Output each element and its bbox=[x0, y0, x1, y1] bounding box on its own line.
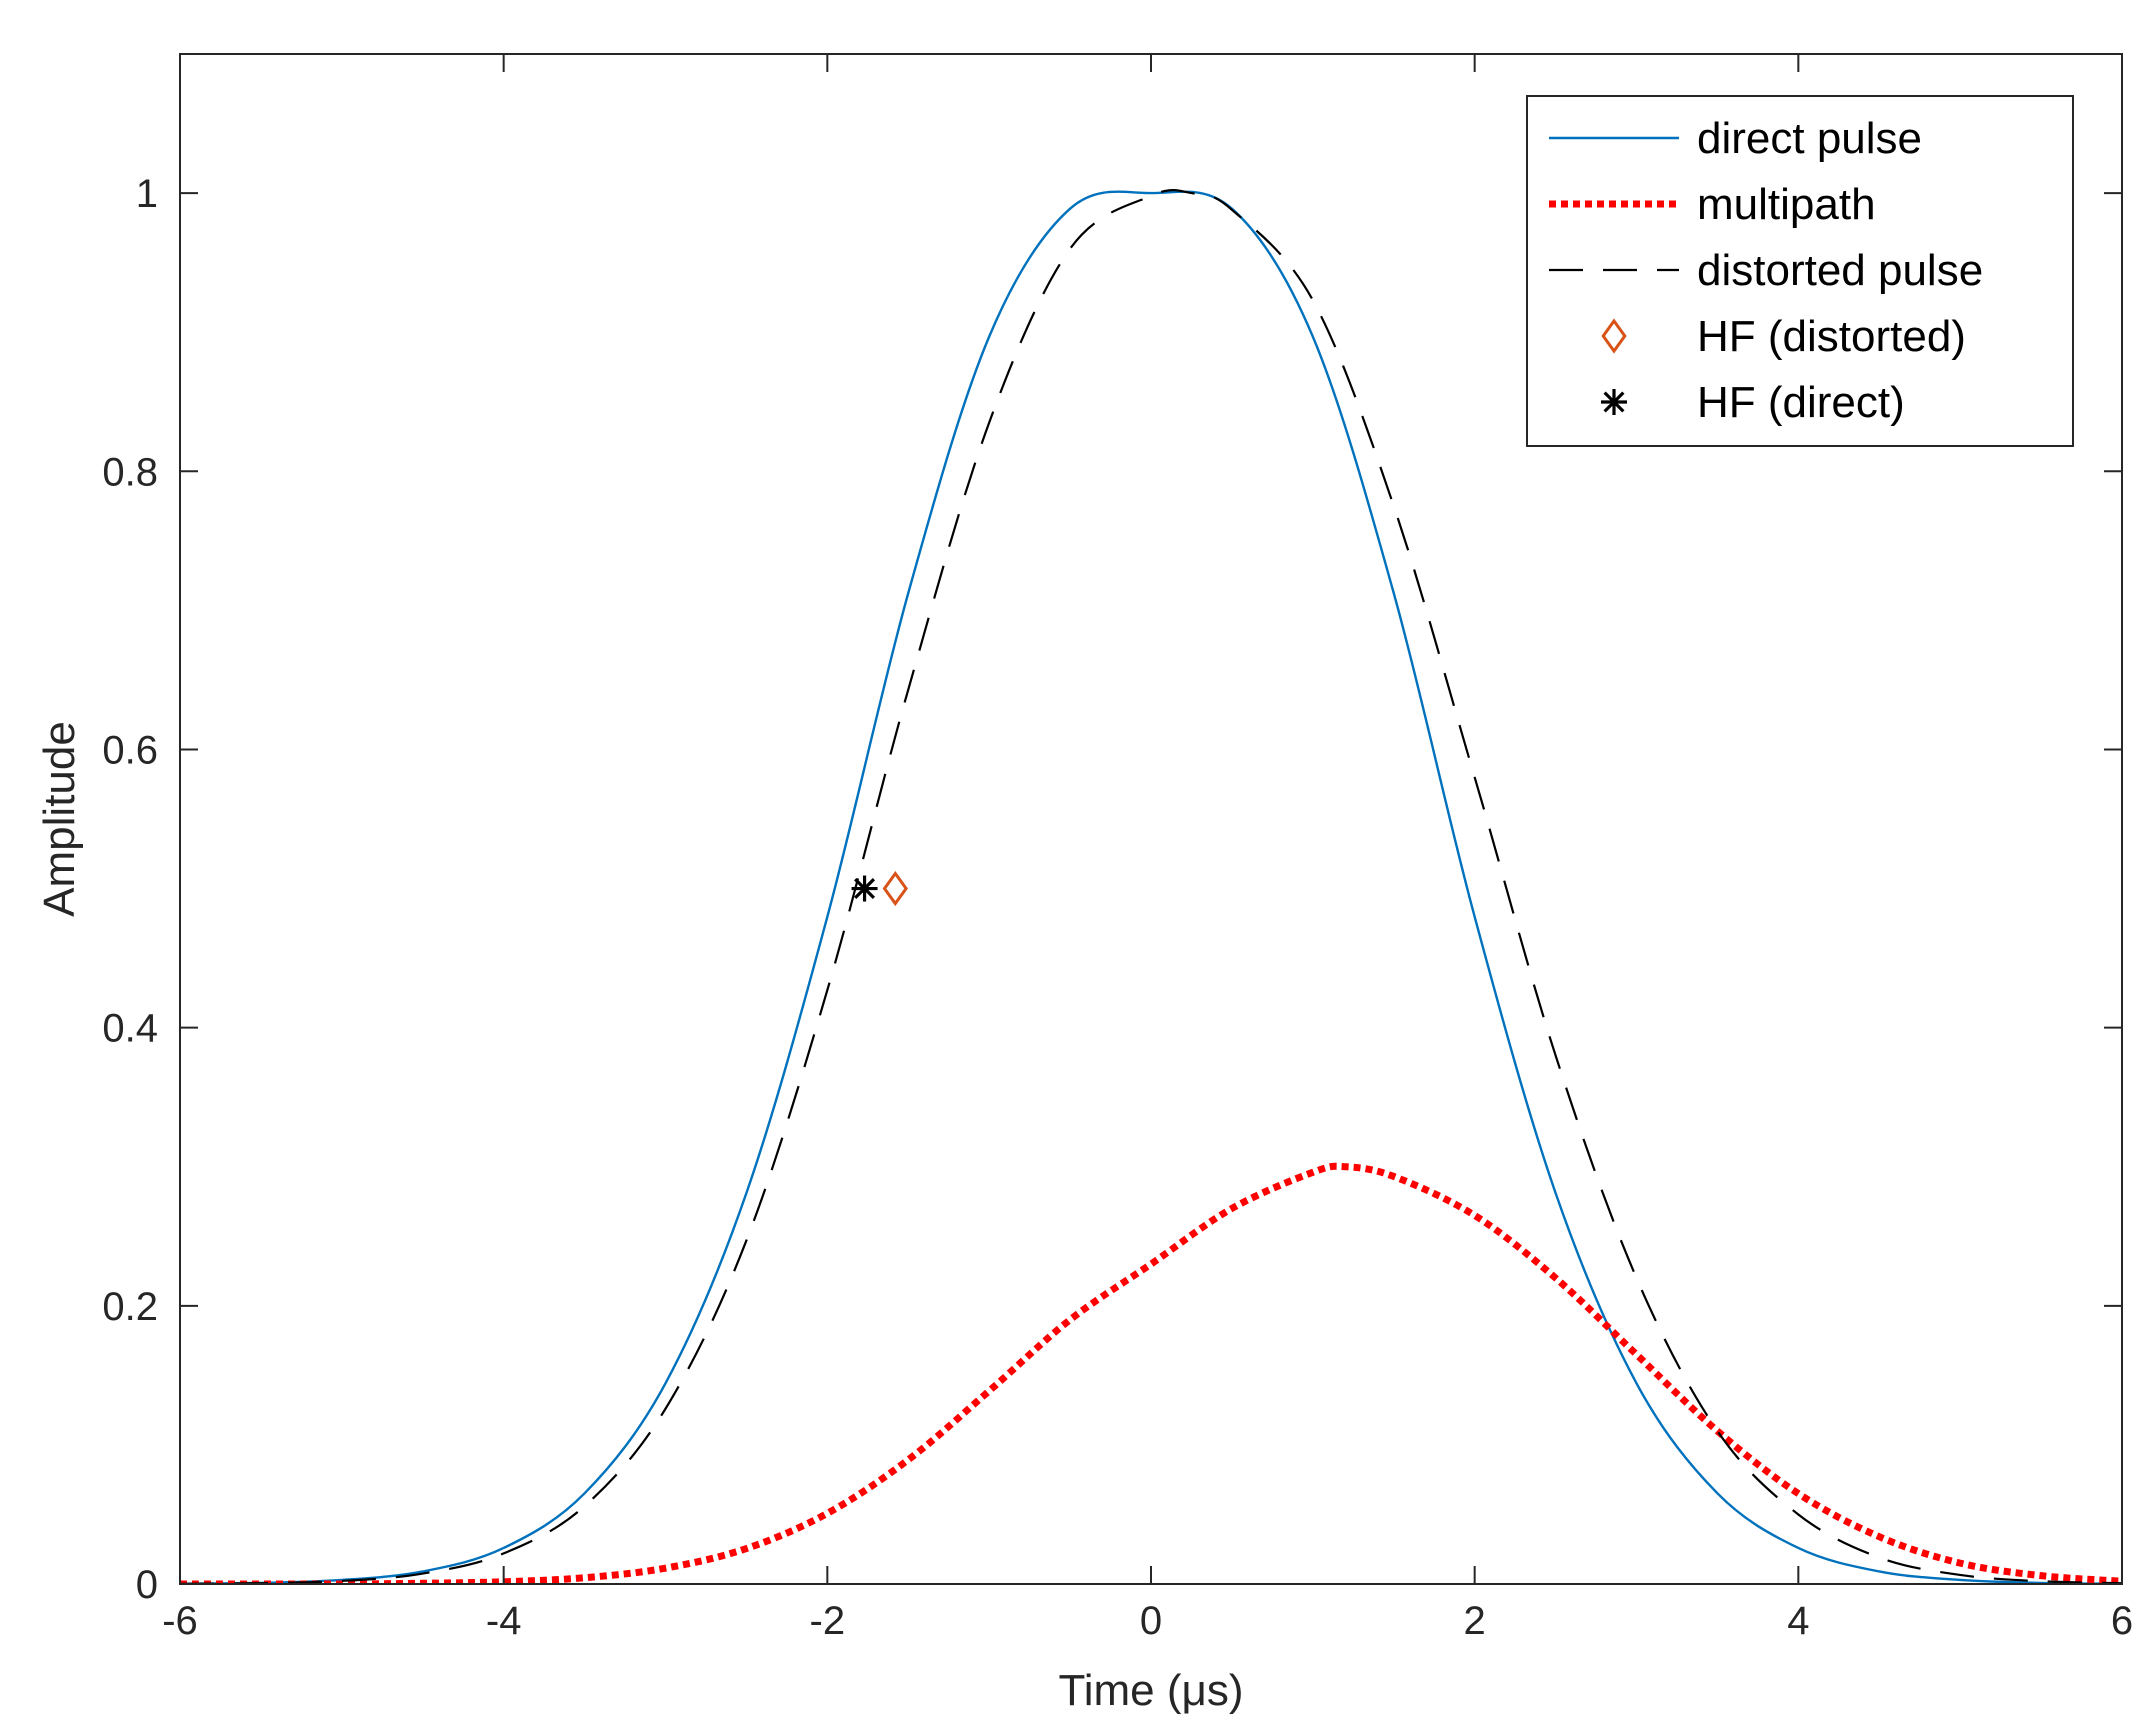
x-tick-label: 6 bbox=[2111, 1599, 2133, 1643]
marker-hf-direct bbox=[851, 875, 878, 902]
series-lines bbox=[180, 189, 2122, 1584]
series-direct-pulse bbox=[180, 190, 2122, 1584]
legend: direct pulse multipath distorted pulse HF (… bbox=[1526, 95, 2074, 447]
legend-item-multipath: multipath bbox=[1549, 180, 1876, 229]
x-tick-label: 4 bbox=[1787, 1599, 1809, 1643]
legend-label-multipath: multipath bbox=[1697, 180, 1876, 229]
legend-label-direct-pulse: direct pulse bbox=[1697, 114, 1922, 163]
x-tick-label: 0 bbox=[1140, 1599, 1162, 1643]
x-tick-label: -2 bbox=[810, 1599, 846, 1643]
x-tick-label: -6 bbox=[162, 1599, 198, 1643]
y-tick-label: 0.6 bbox=[102, 728, 158, 772]
series-multipath bbox=[180, 1162, 2122, 1584]
y-tick-label: 0.8 bbox=[102, 450, 158, 494]
series-line-distorted-pulse bbox=[180, 189, 2122, 1584]
axes: -6 -4 -2 0 2 4 6 0 0.2 0.4 0.6 0.8 1 bbox=[102, 53, 2133, 1643]
plot-area bbox=[180, 189, 2122, 1584]
y-tick-label: 1 bbox=[136, 172, 158, 216]
y-axis-label: Amplitude bbox=[35, 721, 84, 917]
marker-hf-distorted bbox=[882, 870, 908, 907]
legend-label-hf-distorted: HF (distorted) bbox=[1697, 312, 1966, 361]
x-tick-label: -4 bbox=[486, 1599, 522, 1643]
x-axis-label: Time (μs) bbox=[1058, 1666, 1243, 1715]
y-tick-label: 0.4 bbox=[102, 1007, 158, 1051]
x-tick-label: 2 bbox=[1464, 1599, 1486, 1643]
legend-item-hf-direct: HF (direct) bbox=[1601, 378, 1905, 427]
legend-label-hf-direct: HF (direct) bbox=[1697, 378, 1905, 427]
legend-item-hf-distorted: HF (distorted) bbox=[1601, 312, 1966, 361]
series-line-direct-pulse bbox=[180, 190, 2122, 1584]
y-tick-label: 0 bbox=[136, 1563, 158, 1607]
series-line-multipath bbox=[180, 1162, 2122, 1584]
legend-label-distorted-pulse: distorted pulse bbox=[1697, 246, 1983, 295]
legend-item-distorted-pulse: distorted pulse bbox=[1549, 246, 1983, 295]
legend-item-direct-pulse: direct pulse bbox=[1549, 114, 1922, 163]
legend-swatch-hf-distorted bbox=[1601, 318, 1627, 354]
series-distorted-pulse bbox=[180, 189, 2122, 1584]
legend-swatch-hf-direct bbox=[1601, 389, 1627, 415]
y-tick-label: 0.2 bbox=[102, 1285, 158, 1329]
